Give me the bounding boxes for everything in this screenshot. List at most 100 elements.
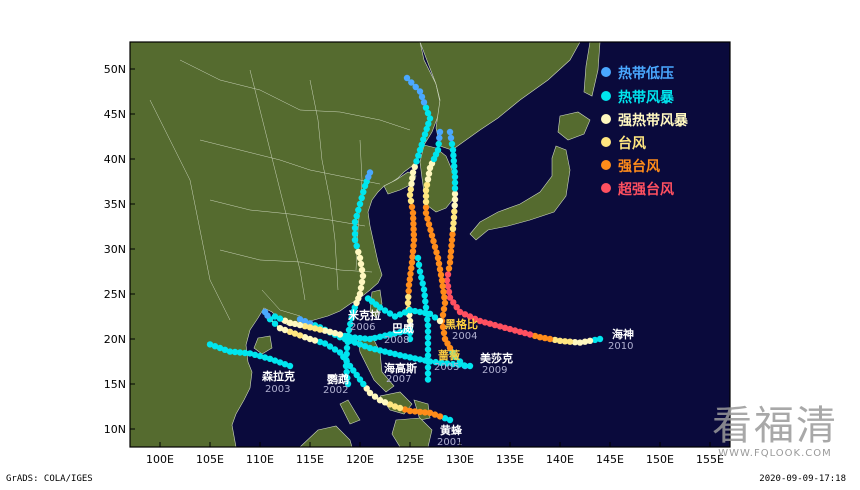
track-point xyxy=(301,318,309,325)
legend-label-sts: 强热带风暴 xyxy=(618,112,689,129)
track-point xyxy=(281,326,289,334)
track-point xyxy=(405,293,412,301)
track-point xyxy=(461,362,468,369)
track-point xyxy=(281,361,289,368)
track-point xyxy=(431,314,439,321)
track-point xyxy=(351,339,359,346)
track-point xyxy=(446,128,454,136)
label-qiangwei: 蔷薇 xyxy=(438,348,460,362)
track-point xyxy=(206,341,214,348)
track-point xyxy=(427,226,434,234)
track-point xyxy=(271,357,279,364)
track-point xyxy=(386,401,394,408)
track-point xyxy=(276,315,284,322)
track-point xyxy=(447,248,455,255)
x-tick-label: 115E xyxy=(296,453,324,466)
track-point xyxy=(408,79,415,86)
track-point xyxy=(461,311,469,318)
track-point xyxy=(406,191,414,199)
track-point xyxy=(331,329,339,337)
track-point xyxy=(344,380,352,388)
track-point xyxy=(415,261,423,268)
track-point xyxy=(291,320,299,328)
track-point xyxy=(481,319,489,326)
track-point xyxy=(407,186,414,193)
track-point xyxy=(231,348,239,356)
track-point xyxy=(422,209,430,217)
track-point xyxy=(326,328,334,335)
track-point xyxy=(426,115,434,122)
track-point xyxy=(451,179,459,186)
track-point xyxy=(596,335,604,343)
track-point xyxy=(591,336,599,344)
track-point xyxy=(360,188,367,196)
track-point xyxy=(435,140,442,148)
track-point xyxy=(436,317,444,325)
track-point xyxy=(403,74,411,82)
track-point xyxy=(409,174,416,182)
track-point xyxy=(336,349,344,356)
track-point xyxy=(420,136,427,143)
track-point xyxy=(451,196,459,203)
track-point xyxy=(401,406,409,413)
track-point xyxy=(439,311,447,319)
legend-label-ty: 台风 xyxy=(618,135,646,152)
label-bawei: 巴威 xyxy=(392,321,414,335)
track-point xyxy=(436,134,443,142)
track-point xyxy=(423,181,431,189)
track-point xyxy=(486,320,494,327)
year-haigaosi: 2007 xyxy=(386,374,411,385)
track-point xyxy=(316,338,324,346)
track-point xyxy=(357,260,365,268)
track-point xyxy=(451,208,458,215)
track-point xyxy=(424,352,432,359)
track-point xyxy=(391,330,399,337)
track-point xyxy=(371,346,379,353)
track-point xyxy=(450,219,457,227)
legend-dot-superty xyxy=(601,183,611,193)
track-point xyxy=(418,274,425,281)
y-tick-label: 25N xyxy=(104,288,126,301)
y-tick-label: 10N xyxy=(104,423,126,436)
track-point xyxy=(359,272,367,280)
track-point xyxy=(356,200,364,208)
track-point xyxy=(445,288,453,296)
track-point xyxy=(450,157,457,164)
track-point xyxy=(451,173,459,181)
x-tick-label: 155E xyxy=(696,453,724,466)
track-point xyxy=(561,338,569,345)
track-point xyxy=(476,317,484,325)
track-point xyxy=(409,248,417,255)
track-point xyxy=(451,168,458,175)
track-point xyxy=(419,280,426,287)
track-point xyxy=(410,231,417,238)
track-point xyxy=(363,385,370,392)
x-tick-label: 105E xyxy=(196,453,224,466)
track-point xyxy=(410,242,417,249)
track-point xyxy=(416,356,424,363)
track-point xyxy=(306,335,314,343)
track-point xyxy=(381,399,389,406)
track-point xyxy=(345,326,353,334)
track-point xyxy=(371,334,379,342)
track-point xyxy=(411,163,418,171)
track-point xyxy=(416,268,424,275)
track-point xyxy=(441,335,449,343)
track-point xyxy=(344,374,351,382)
track-point xyxy=(276,359,284,366)
x-tick-label: 130E xyxy=(446,453,474,466)
track-point xyxy=(436,266,444,273)
track-point xyxy=(396,352,404,359)
track-point xyxy=(421,292,428,299)
land-luzon xyxy=(357,335,395,393)
track-point xyxy=(506,325,514,333)
year-bawei: 2008 xyxy=(384,335,409,346)
track-point xyxy=(356,254,364,262)
label-huangfeng: 黄蜂 xyxy=(440,423,463,437)
track-point xyxy=(396,311,404,318)
track-point xyxy=(435,260,443,267)
track-point xyxy=(447,134,455,142)
track-point xyxy=(466,362,474,370)
year-yingwu: 2002 xyxy=(323,385,348,396)
